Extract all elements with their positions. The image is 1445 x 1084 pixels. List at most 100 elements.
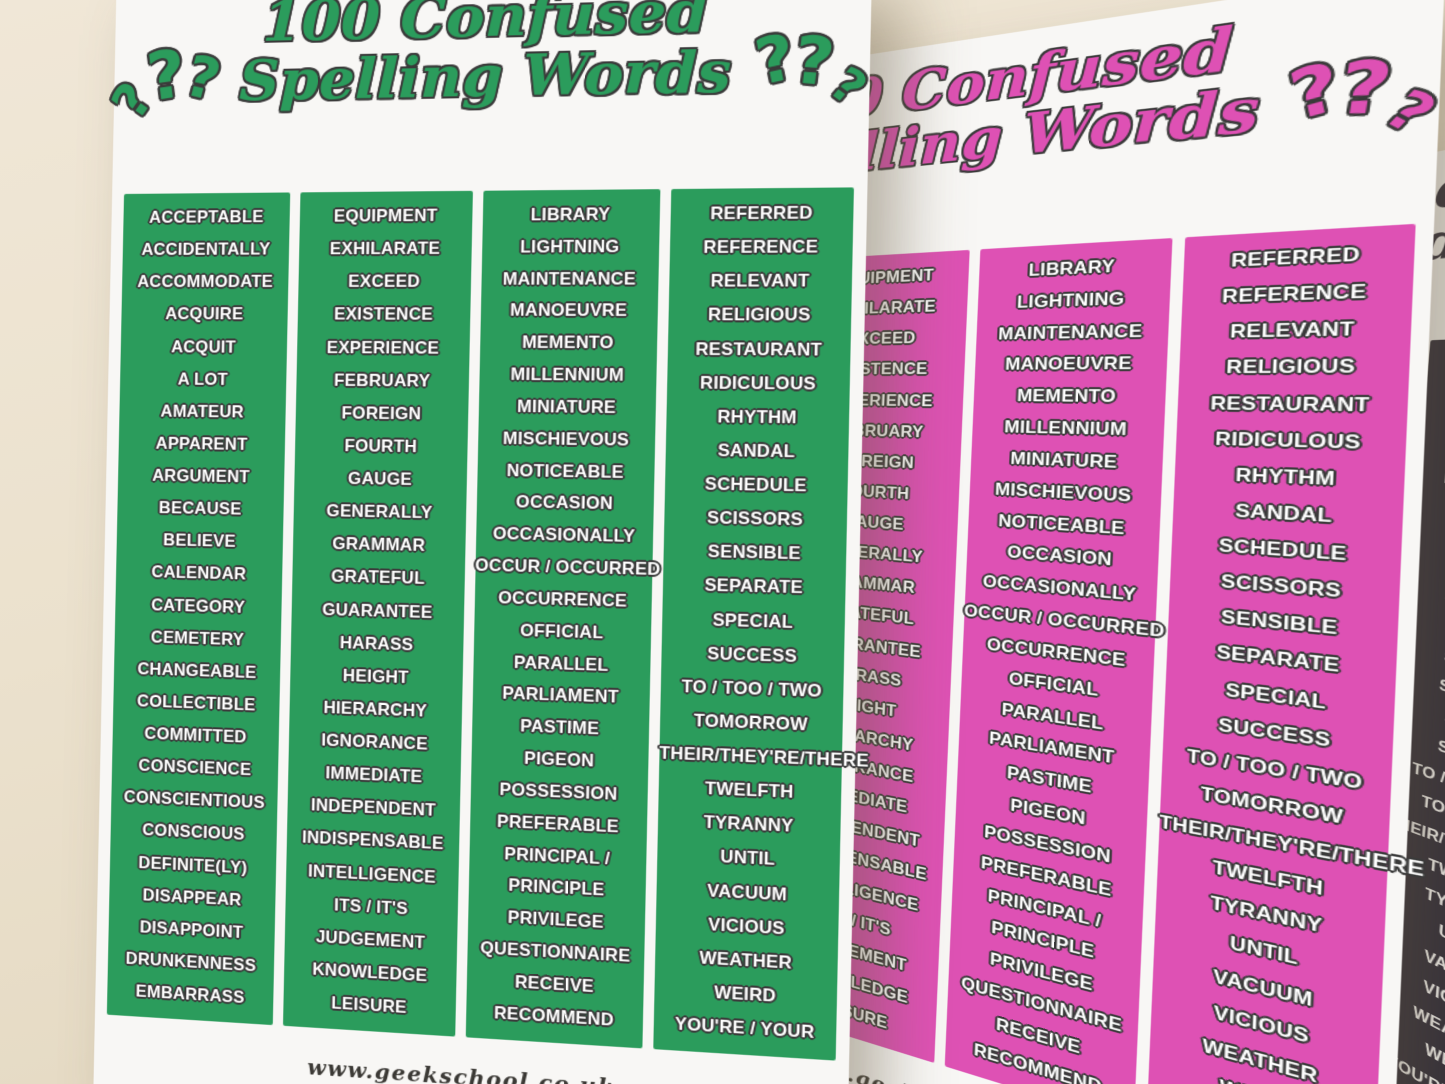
spelling-word: CONSCIENTIOUS bbox=[123, 788, 266, 813]
spelling-word: UNTIL bbox=[720, 847, 776, 870]
spelling-word: MANOEUVRE bbox=[1004, 354, 1133, 375]
spelling-word: RHYTHM bbox=[1235, 465, 1336, 490]
spelling-word: PREFERABLE bbox=[496, 812, 620, 837]
spelling-word: RELEVANT bbox=[1423, 411, 1445, 434]
spelling-word: DISAPPEAR bbox=[142, 885, 242, 910]
spelling-word: EXPERIENCE bbox=[326, 338, 440, 358]
poster-green: ? ? ? 100 Confused Spelling Words ? ? ? … bbox=[93, 0, 878, 1084]
spelling-word: ITS / IT'S bbox=[334, 895, 409, 919]
spelling-word: EQUIPMENT bbox=[333, 206, 438, 226]
spelling-word: BECAUSE bbox=[158, 499, 242, 519]
spelling-word: OCCURRENCE bbox=[498, 588, 628, 611]
spelling-word: OCCASIONALLY bbox=[982, 572, 1137, 606]
spelling-word: TWELFTH bbox=[704, 779, 794, 803]
spelling-word: GUARANTEE bbox=[322, 600, 433, 622]
spelling-word: REFERENCE bbox=[703, 237, 819, 258]
spelling-word: SANDAL bbox=[1234, 501, 1333, 527]
question-mark-icon: ? bbox=[178, 43, 227, 115]
spelling-word: CHANGEABLE bbox=[137, 659, 257, 682]
spelling-word: SUCCESS bbox=[707, 644, 798, 666]
title-line-2: Spelling Words bbox=[238, 37, 732, 114]
spelling-word: OCCASIONALLY bbox=[492, 524, 636, 547]
spelling-word: PARALLEL bbox=[513, 653, 609, 675]
spelling-word: REFERRED bbox=[1428, 348, 1445, 371]
spelling-word: PRIVILEGE bbox=[507, 908, 605, 933]
spelling-word: ACCOMMODATE bbox=[137, 272, 274, 292]
spelling-word: COMMITTED bbox=[144, 724, 247, 747]
spelling-word: SENSIBLE bbox=[1220, 607, 1339, 640]
spelling-word: CATEGORY bbox=[151, 595, 246, 617]
spelling-word: THEIR/THEY'RE/THERE bbox=[658, 743, 870, 771]
spelling-word: FOREIGN bbox=[341, 403, 422, 424]
spelling-word: GRATEFUL bbox=[330, 567, 426, 589]
spelling-word: SCISSORS bbox=[706, 508, 804, 530]
spelling-word: PRINCIPLE bbox=[508, 876, 605, 901]
spelling-word: INDEPENDENT bbox=[310, 796, 437, 821]
spelling-word: ACCIDENTALLY bbox=[141, 240, 271, 260]
spelling-word: VICIOUS bbox=[707, 915, 785, 939]
spelling-word: SENSIBLE bbox=[707, 542, 802, 564]
spelling-word: CONSCIOUS bbox=[142, 821, 245, 845]
spelling-word: EMBARRASS bbox=[135, 982, 245, 1008]
word-column-3: LIBRARY LIGHTNING MAINTENANCE MANOEUVRE MEME… bbox=[944, 238, 1173, 1084]
spelling-word: CEMETERY bbox=[150, 627, 245, 649]
spelling-word: SEPARATE bbox=[704, 576, 804, 598]
spelling-word: FEBRUARY bbox=[333, 371, 431, 391]
spelling-word: IMMEDIATE bbox=[325, 764, 423, 787]
spelling-word: RESTAURANT bbox=[695, 339, 823, 360]
spelling-word: PARLIAMENT bbox=[502, 684, 620, 708]
spelling-word: LIGHTNING bbox=[1016, 289, 1125, 312]
spelling-word: YOU'RE / YOUR bbox=[674, 1014, 815, 1043]
spelling-word: OCCASION bbox=[1006, 543, 1113, 571]
spelling-word: POSSESSION bbox=[499, 780, 618, 804]
spelling-word: OCCUR / OCCURRED bbox=[474, 556, 661, 580]
question-marks-right-icon: ? ? ? bbox=[748, 20, 878, 117]
spelling-word: RECOMMEND bbox=[493, 1003, 614, 1030]
spelling-word: APPARENT bbox=[155, 434, 248, 454]
spelling-word: MINIATURE bbox=[516, 397, 617, 418]
spelling-word: OFFICIAL bbox=[519, 621, 604, 643]
spelling-word: MANOEUVRE bbox=[509, 301, 628, 321]
spelling-word: DISAPPOINT bbox=[139, 918, 244, 942]
spelling-word: GENERALLY bbox=[326, 502, 433, 523]
spelling-word: QUESTIONNAIRE bbox=[480, 938, 631, 966]
spelling-word: PRINCIPAL / bbox=[504, 844, 611, 869]
spelling-word: RHYTHM bbox=[717, 407, 798, 428]
spelling-word: VACUUM bbox=[706, 881, 788, 905]
spelling-word: MILLENNIUM bbox=[510, 365, 625, 386]
spelling-word: MAINTENANCE bbox=[997, 321, 1143, 344]
spelling-word: IGNORANCE bbox=[321, 731, 429, 754]
spelling-word: TOMORROW bbox=[693, 711, 809, 735]
spelling-word: A LOT bbox=[177, 370, 229, 389]
spelling-word: NOTICEABLE bbox=[506, 461, 625, 482]
spelling-word: LIBRARY bbox=[530, 205, 611, 225]
spelling-word: MEMENTO bbox=[521, 333, 614, 353]
spelling-word: CONSCIENCE bbox=[138, 756, 252, 780]
spelling-word: SCHEDULE bbox=[704, 474, 808, 496]
spelling-word: HARASS bbox=[339, 633, 414, 655]
spelling-word: RESTAURANT bbox=[1209, 393, 1371, 416]
spelling-word: AMATEUR bbox=[160, 402, 245, 422]
spelling-word: RIDICULOUS bbox=[699, 373, 817, 394]
spelling-word: MINIATURE bbox=[1010, 449, 1118, 473]
question-marks-left-icon: ? ? ? bbox=[101, 34, 227, 130]
spelling-word: COLLECTIBLE bbox=[136, 692, 256, 715]
spelling-word: LIGHTNING bbox=[520, 237, 620, 257]
spelling-word: SCHEDULE bbox=[1218, 535, 1348, 565]
spelling-word: WEATHER bbox=[699, 948, 793, 973]
spelling-word: INDISPENSABLE bbox=[301, 828, 444, 854]
spelling-word: SANDAL bbox=[717, 441, 796, 462]
spelling-word: SCISSORS bbox=[1220, 571, 1342, 602]
spelling-word: RELEVANT bbox=[1229, 319, 1355, 343]
spelling-word: HIERARCHY bbox=[323, 698, 428, 721]
word-column-2: EQUIPMENT EXHILARATE EXCEED EXISTENCE EXPERI… bbox=[283, 190, 473, 1037]
question-marks-right-icon: ? ? ? bbox=[1279, 36, 1445, 154]
spelling-word: EXISTENCE bbox=[333, 305, 434, 325]
spelling-word: KNOWLEDGE bbox=[312, 960, 428, 986]
spelling-word: WEIRD bbox=[713, 983, 777, 1006]
spelling-word: GAUGE bbox=[347, 469, 413, 490]
spelling-word: RECEIVE bbox=[514, 972, 595, 997]
spelling-word: REFERRED bbox=[710, 203, 813, 224]
spelling-word: REFERENCE bbox=[1221, 281, 1367, 307]
word-column-4: REFERRED REFERENCE RELEVANT RELIGIOUS RESTAU… bbox=[653, 187, 870, 1061]
